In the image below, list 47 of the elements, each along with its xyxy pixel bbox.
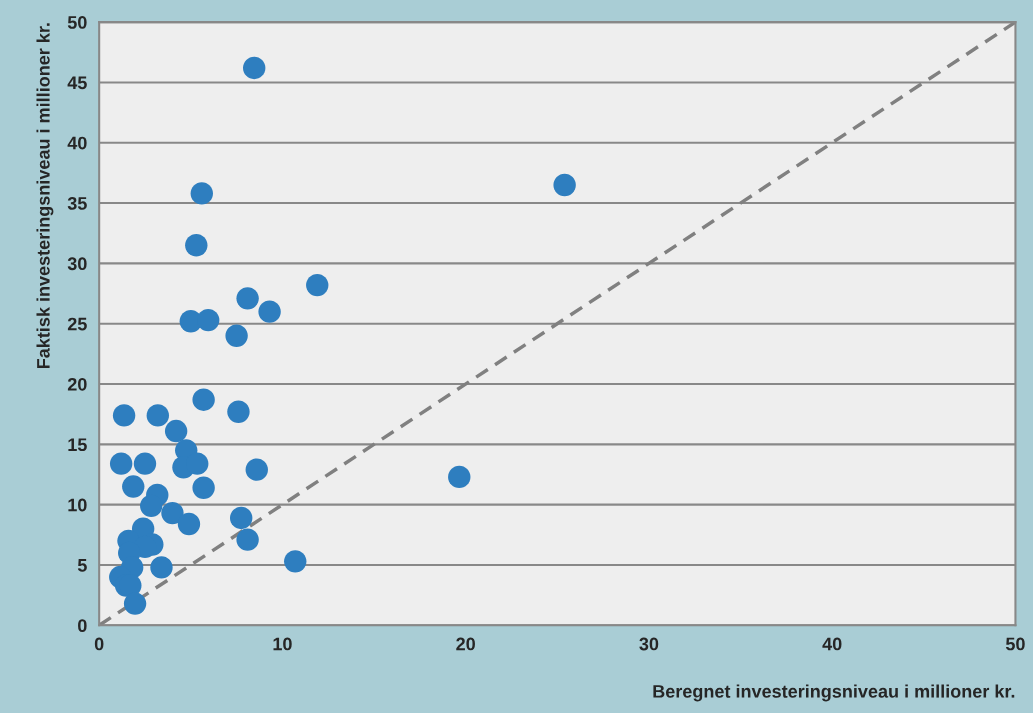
point [243,56,266,80]
point [192,388,215,411]
point [236,528,259,551]
y-tick-label: 30 [67,257,87,271]
point [227,400,250,423]
point [185,234,208,257]
point [140,494,163,518]
point [123,592,147,615]
point [197,308,220,332]
point [146,404,170,427]
y-axis-title: Faktisk investeringsniveau i millioner kr. [36,23,54,369]
point [245,458,268,481]
point [122,475,145,498]
y-tick-label: 5 [77,559,87,572]
y-tick-label: 50 [67,16,87,29]
y-tick-label: 20 [67,377,87,391]
x-tick-label: 20 [456,637,475,651]
point [236,287,259,310]
point [192,476,215,499]
x-tick-label: 30 [639,637,659,651]
point [306,273,329,297]
point [553,173,576,197]
point [225,324,248,347]
point [284,550,307,573]
x-tick-label: 40 [822,637,842,651]
point [258,300,281,323]
point [229,506,253,530]
point [448,465,471,489]
y-tick-label: 15 [68,438,87,452]
x-tick-label: 0 [94,637,104,651]
y-tick-label: 35 [67,197,87,210]
point [133,452,157,475]
y-tick-label: 45 [67,76,87,90]
point [109,452,133,475]
point [190,182,213,205]
x-tick-label: 50 [1005,637,1025,651]
y-tick-label: 25 [67,317,87,331]
x-tick-label: 10 [273,637,292,651]
point [150,556,173,579]
x-axis-title: Beregnet investeringsniveau i millioner kr. [653,684,1015,702]
point [161,501,184,525]
y-tick-label: 10 [68,498,87,512]
y-tick-label: 0 [78,619,87,633]
point [112,404,136,427]
y-tick-label: 40 [67,136,87,150]
point [164,419,188,443]
point [177,512,201,536]
